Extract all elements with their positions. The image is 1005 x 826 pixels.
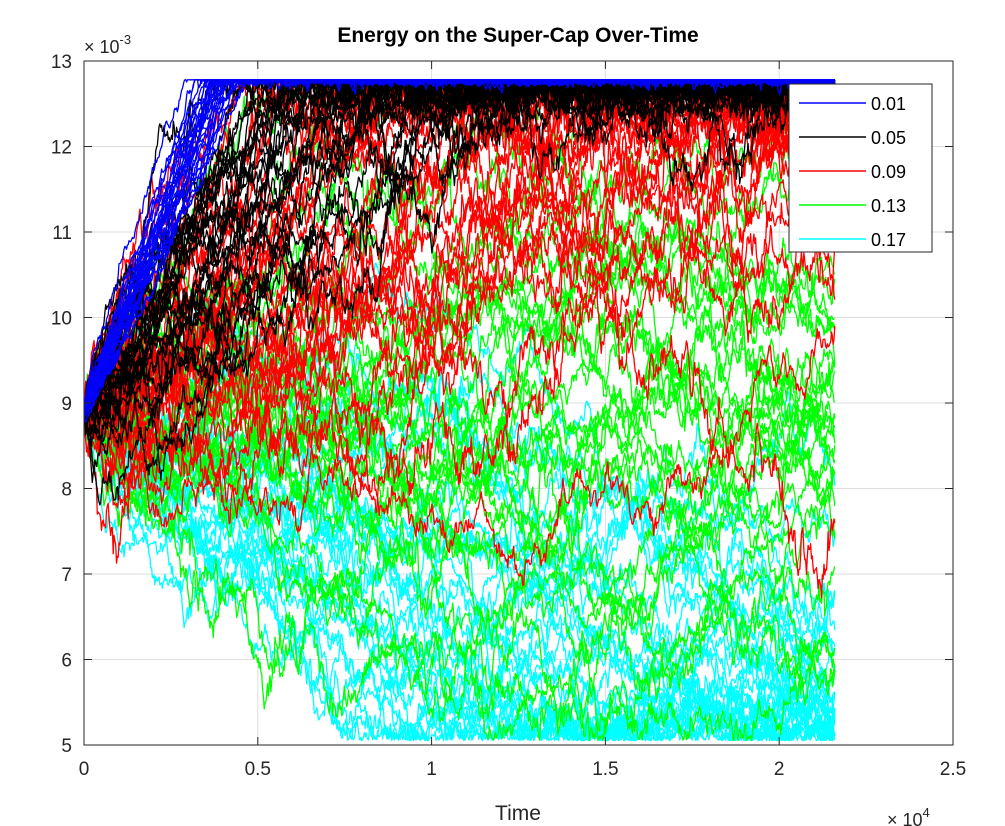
series-layer — [84, 79, 836, 742]
y-tick-labels: 5 6 7 8 9 10 11 12 13 — [51, 52, 72, 757]
y-tick-label: 6 — [61, 651, 72, 672]
legend-label: 0.09 — [871, 162, 906, 182]
legend-label: 0.05 — [871, 128, 906, 148]
y-tick-label: 12 — [51, 138, 72, 159]
x-axis-label: Time — [495, 802, 541, 825]
y-tick-label: 10 — [51, 309, 72, 330]
legend-label: 0.17 — [871, 230, 906, 250]
series-line-0.01 — [84, 79, 835, 415]
x-exponent-power: 4 — [923, 805, 930, 820]
series-line-0.09 — [84, 273, 836, 599]
series-line-0.17 — [84, 410, 835, 742]
series-line-0.09 — [84, 96, 836, 423]
y-tick-label: 13 — [51, 52, 72, 73]
series-line-0.05 — [84, 79, 836, 440]
y-tick-label: 8 — [61, 480, 72, 501]
x-tick-label: 1 — [426, 759, 437, 780]
series-line-0.13 — [84, 359, 836, 556]
x-tick-label: 2 — [774, 759, 785, 780]
series-line-0.17 — [84, 398, 836, 675]
series-line-0.05 — [84, 79, 836, 433]
y-exponent-base: × 10 — [84, 37, 120, 57]
x-tick-label: 0 — [79, 759, 90, 780]
legend-label: 0.01 — [871, 94, 906, 114]
x-tick-label: 0.5 — [245, 759, 271, 780]
legend: 0.01 0.05 0.09 0.13 0.17 — [788, 83, 933, 253]
x-tick-label: 1.5 — [592, 759, 618, 780]
legend-label: 0.13 — [871, 196, 906, 216]
legend-box — [788, 83, 933, 253]
series-line-0.09 — [84, 79, 836, 492]
x-tick-labels: 0 0.5 1 1.5 2 2.5 — [79, 759, 967, 780]
series-line-0.13 — [84, 403, 836, 742]
y-tick-label: 5 — [61, 736, 72, 757]
chart-title: Energy on the Super-Cap Over-Time — [337, 24, 698, 47]
y-tick-label: 11 — [52, 223, 72, 244]
series-line-0.09 — [84, 325, 836, 587]
legend-items: 0.01 0.05 0.09 0.13 0.17 — [799, 94, 906, 250]
tick-marks — [83, 60, 954, 746]
series-line-0.13 — [84, 243, 836, 710]
y-tick-label: 7 — [61, 565, 72, 586]
x-exponent-label: × 104 — [887, 805, 930, 826]
x-tick-label: 2.5 — [940, 759, 966, 780]
y-tick-label: 9 — [61, 394, 72, 415]
y-exponent-label: × 10-3 — [84, 32, 131, 57]
y-exponent-power: -3 — [120, 32, 132, 47]
series-line-0.05 — [84, 79, 836, 422]
x-exponent-base: × 10 — [887, 810, 923, 826]
